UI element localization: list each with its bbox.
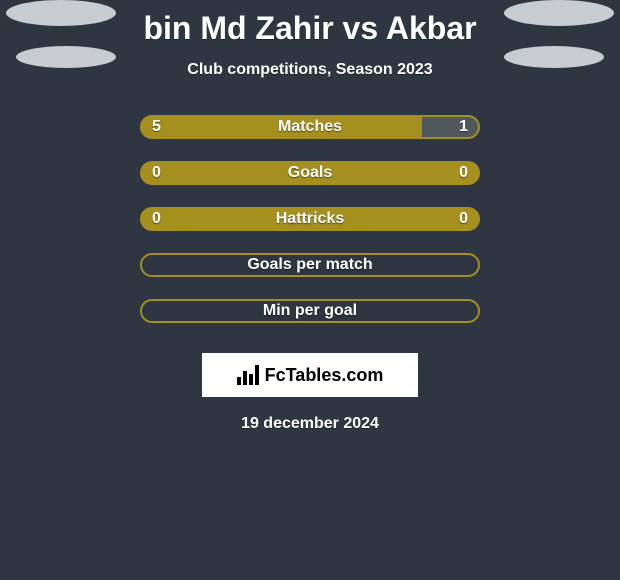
comparison-bar: 00Hattricks (140, 207, 480, 231)
watermark: FcTables.com (202, 353, 418, 397)
watermark-text: FcTables.com (265, 365, 384, 386)
comparison-row: 00Hattricks (0, 207, 620, 253)
comparison-row: 00Goals (0, 161, 620, 207)
bar-chart-icon (237, 365, 259, 385)
comparison-rows: 51Matches 00Goals 00Hattricks Goals per mat… (0, 115, 620, 345)
comparison-row: Goals per match (0, 253, 620, 299)
comparison-row: 51Matches (0, 115, 620, 161)
comparison-row: Min per goal (0, 299, 620, 345)
comparison-bar: 51Matches (140, 115, 480, 139)
comparison-bar: 00Goals (140, 161, 480, 185)
player-left-ellipse-2 (16, 46, 116, 68)
bar-label: Hattricks (142, 209, 478, 231)
player-right-ellipse-2 (504, 46, 604, 68)
date-text: 19 december 2024 (0, 415, 620, 433)
comparison-bar: Min per goal (140, 299, 480, 323)
bar-label: Min per goal (142, 301, 478, 323)
bar-label: Matches (142, 117, 478, 139)
player-right-ellipse-1 (504, 0, 614, 26)
bar-label: Goals (142, 163, 478, 185)
bar-label: Goals per match (142, 255, 478, 277)
player-left-ellipse-1 (6, 0, 116, 26)
comparison-bar: Goals per match (140, 253, 480, 277)
